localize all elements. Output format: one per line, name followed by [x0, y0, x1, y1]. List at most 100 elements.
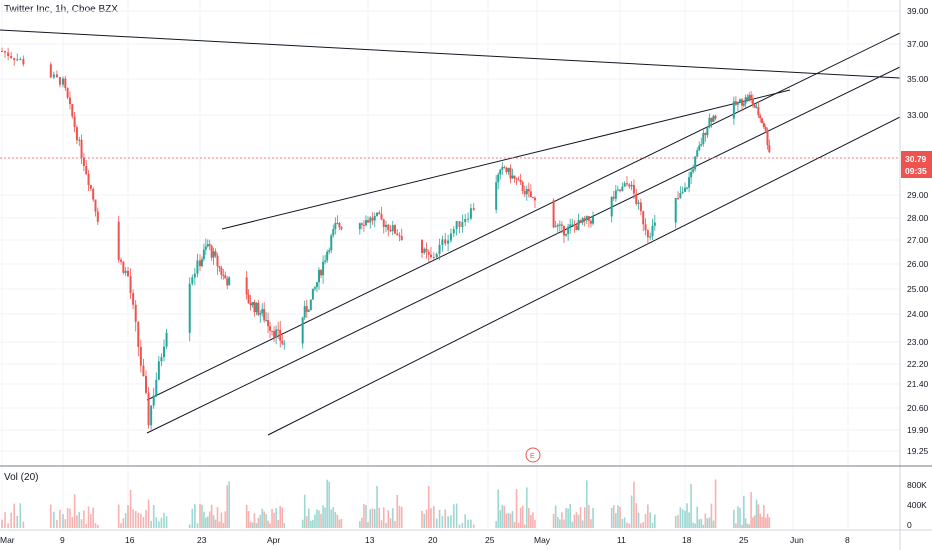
volume-bar [521, 505, 524, 528]
time-tick: 8 [845, 535, 850, 545]
volume-bar [281, 507, 284, 528]
volume-bar [206, 516, 209, 528]
price-tick: 23.00 [907, 337, 929, 347]
volume-bar [163, 512, 165, 528]
volume-bar [743, 495, 745, 528]
price-tag-value: 30.79 [905, 154, 927, 164]
candle-body [214, 251, 217, 256]
candle-body [527, 188, 530, 192]
volume-bar [318, 510, 320, 528]
volume-bar [90, 514, 92, 528]
candle-body [330, 235, 333, 251]
volume-bar [513, 521, 516, 528]
volume-bar [212, 515, 215, 528]
price-tick: 24.00 [907, 309, 929, 319]
candle-body [495, 182, 498, 210]
volume-bar [441, 515, 444, 528]
candle-body [96, 211, 99, 222]
volume-bar [563, 519, 565, 528]
time-tick: 9 [60, 535, 65, 545]
candle-body [589, 220, 592, 224]
time-tick: 23 [197, 535, 207, 545]
candle-body [271, 330, 274, 332]
candle-body [694, 156, 697, 170]
volume-bar [330, 509, 333, 528]
volume-bar [461, 522, 464, 528]
candle-body [435, 253, 438, 258]
volume-bar [750, 492, 752, 528]
volume-bar [630, 495, 633, 528]
volume-bar [271, 509, 273, 528]
candle-body [157, 361, 160, 380]
candle-body [155, 379, 158, 396]
volume-bar [132, 509, 134, 528]
time-tick: 20 [428, 535, 438, 545]
volume-bars [1, 479, 771, 528]
volume-bar [7, 523, 9, 528]
candle-body [16, 59, 19, 61]
candle-body [22, 58, 25, 65]
candle-body [193, 273, 196, 278]
trendlines [0, 29, 901, 436]
candle-body [497, 174, 500, 183]
candle-body [283, 343, 286, 345]
candle-body [583, 218, 586, 221]
volume-bar [763, 505, 765, 528]
candle-body [301, 317, 304, 344]
volume-bar [748, 524, 751, 528]
candle-body [577, 220, 580, 230]
volume-tick: 800K [907, 480, 927, 490]
volume-bar [464, 514, 466, 528]
candle-body [82, 157, 85, 167]
volume-bar [376, 485, 378, 528]
candle-body [427, 251, 430, 255]
candle-body [273, 331, 276, 338]
candle-body [565, 233, 568, 236]
volume-bar [559, 519, 561, 528]
candle-body [469, 208, 472, 219]
volume-bar [53, 511, 55, 528]
volume-bar [590, 519, 592, 528]
volume-bar [677, 514, 679, 528]
candle-body [646, 230, 649, 238]
candle-body [19, 58, 22, 60]
volume-bar [263, 511, 265, 528]
candle-body [220, 267, 223, 275]
volume-bar [692, 522, 694, 528]
volume-bar [369, 509, 372, 528]
candle-body [755, 107, 758, 109]
candle-body [251, 302, 254, 306]
volume-bar [320, 513, 322, 528]
candle-body [625, 183, 628, 185]
volume-bar [649, 512, 651, 528]
time-tick: 13 [365, 535, 375, 545]
volume-bar [13, 503, 15, 528]
volume-bar [396, 494, 399, 528]
volume-bar [674, 515, 677, 528]
volume-bar [73, 494, 76, 528]
candle-body [124, 270, 127, 273]
volume-bar [552, 513, 555, 528]
candle-body [681, 191, 684, 193]
candle-body [137, 321, 140, 347]
candle-body [369, 217, 372, 223]
volume-bar [214, 519, 217, 528]
candle-body [639, 202, 642, 212]
volume-bar [322, 505, 324, 528]
volume-bar [259, 514, 262, 528]
volume-bar [324, 507, 326, 528]
candle-body [196, 260, 199, 274]
candle-body [371, 217, 374, 221]
volume-bar [612, 505, 615, 528]
price-tick: 25.00 [907, 284, 929, 294]
volume-bar [64, 519, 67, 528]
volume-bar [686, 503, 688, 528]
volume-bar [583, 507, 586, 528]
earnings-marker[interactable]: E [525, 447, 541, 463]
volume-bar [80, 519, 83, 528]
candle-body [587, 216, 590, 221]
volume-bar [279, 505, 282, 528]
candle-body [150, 405, 153, 426]
volume-bar [635, 503, 638, 528]
